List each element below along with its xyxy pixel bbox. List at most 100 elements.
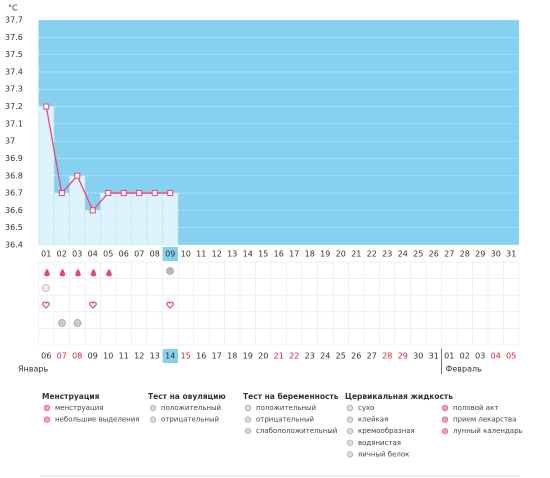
date-label: 24 <box>320 352 330 361</box>
bar <box>131 192 148 246</box>
legend-item: водянистая <box>358 439 401 447</box>
pregnancy-weak <box>58 319 66 327</box>
legend-item: положительный <box>161 404 221 412</box>
legend-title: Тест на овуляцию <box>148 392 226 401</box>
y-tick-label: 37.5 <box>5 50 23 59</box>
legend-item: половой акт <box>453 404 498 412</box>
y-tick-label: 37.1 <box>5 119 23 128</box>
y-unit: °C <box>8 4 18 13</box>
x-tick-label: 24 <box>398 250 408 259</box>
date-label: 04 <box>491 352 501 361</box>
date-label: 27 <box>367 352 377 361</box>
legend-item: отрицательный <box>256 416 314 424</box>
x-tick-label: 12 <box>212 250 222 259</box>
date-label: 30 <box>413 352 423 361</box>
y-tick-label: 37.4 <box>5 67 23 76</box>
x-tick-label: 25 <box>413 250 423 259</box>
y-tick-label: 37 <box>5 137 15 146</box>
legend-item: сухо <box>358 404 374 412</box>
x-tick-label: 04 <box>88 250 98 259</box>
date-label: 11 <box>119 352 129 361</box>
x-tick-label: 17 <box>289 250 299 259</box>
x-tick-label: 21 <box>351 250 361 259</box>
x-tick-label: 18 <box>305 250 315 259</box>
point <box>74 172 81 179</box>
x-tick-label: 14 <box>243 250 253 259</box>
x-tick-label: 09 <box>165 250 175 259</box>
date-label: 17 <box>212 352 222 361</box>
legend-icon <box>346 451 354 458</box>
x-tick-label: 11 <box>196 250 206 259</box>
date-label: 09 <box>88 352 98 361</box>
legend-title: Цервикальная жидкость <box>345 392 453 401</box>
y-tick-label: 37.3 <box>5 85 23 94</box>
y-tick-label: 36.5 <box>5 223 23 232</box>
y-tick-label: 37.7 <box>5 16 23 25</box>
legend-item: слабоположительный <box>256 427 337 435</box>
point <box>89 207 96 214</box>
x-tick-label: 28 <box>460 250 470 259</box>
legend-icon <box>149 416 157 423</box>
x-tick-label: 27 <box>444 250 454 259</box>
legend-item: небольшие выделения <box>55 416 140 424</box>
legend-icon <box>43 416 51 423</box>
y-tick-label: 37.6 <box>5 33 23 42</box>
x-tick-label: 31 <box>506 250 516 259</box>
legend-item: яичный белок <box>358 450 409 458</box>
date-label: 08 <box>72 352 82 361</box>
legend-item: положительный <box>256 404 316 412</box>
y-tick-label: 36.4 <box>5 241 23 250</box>
bar <box>146 192 163 246</box>
x-tick-label: 05 <box>103 250 113 259</box>
y-tick-label: 37.2 <box>5 102 23 111</box>
legend-item: отрицательный <box>161 416 219 424</box>
y-tick-label: 36.7 <box>5 189 23 198</box>
date-label: 31 <box>429 352 439 361</box>
legend-item: прием лекарства <box>453 416 516 424</box>
date-label: 03 <box>475 352 485 361</box>
date-highlight <box>162 349 178 363</box>
point <box>136 190 143 197</box>
x-tick-label: 15 <box>258 250 268 259</box>
date-label: 07 <box>57 352 67 361</box>
date-label: 01 <box>444 352 454 361</box>
heart-icons <box>42 301 174 309</box>
point <box>58 190 65 197</box>
legend-icon <box>441 404 449 412</box>
date-label: 18 <box>227 352 237 361</box>
month-label: Январь <box>18 365 48 374</box>
x-tick-label: 01 <box>41 250 51 259</box>
x-tick-label: 29 <box>475 250 485 259</box>
point <box>43 103 50 110</box>
date-label: 12 <box>134 352 144 361</box>
date-label: 13 <box>150 352 160 361</box>
y-tick-label: 36.9 <box>5 154 23 163</box>
legend-icon <box>244 404 252 412</box>
bar <box>100 192 117 246</box>
symbols <box>42 267 174 327</box>
x-tick-label: 07 <box>134 250 144 259</box>
pregnancy-negative <box>42 284 50 292</box>
legend-item: клейкая <box>358 416 388 424</box>
x-tick-label: 23 <box>382 250 392 259</box>
highlight <box>162 247 178 261</box>
legend-icon <box>346 439 354 446</box>
bar <box>162 192 179 246</box>
legend-icon <box>346 404 354 412</box>
legend-icon <box>441 428 449 435</box>
x-tick-label: 30 <box>491 250 501 259</box>
legend-item: кремообразная <box>358 427 415 435</box>
y-tick-label: 36.8 <box>5 171 23 180</box>
date-label: 19 <box>243 352 253 361</box>
x-tick-label: 02 <box>57 250 67 259</box>
date-label: 20 <box>258 352 268 361</box>
date-label: 26 <box>351 352 361 361</box>
x-tick-label: 22 <box>367 250 377 259</box>
pregnancy-weak <box>73 319 82 327</box>
legend-icon <box>244 416 252 423</box>
date-label: 29 <box>398 352 408 361</box>
date-label: 22 <box>289 352 299 361</box>
date-label: 23 <box>305 352 315 361</box>
x-tick-label: 13 <box>227 250 237 259</box>
